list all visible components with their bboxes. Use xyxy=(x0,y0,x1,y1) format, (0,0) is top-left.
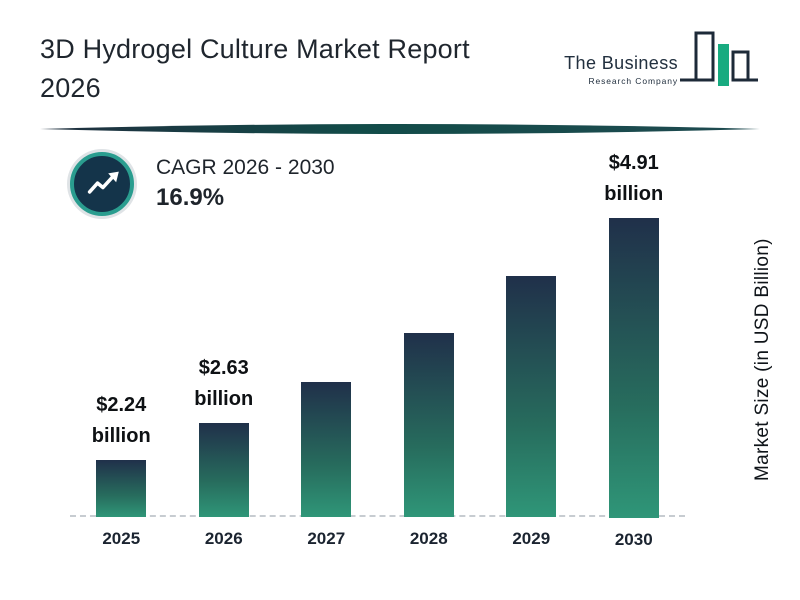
x-axis-label: 2027 xyxy=(307,529,346,548)
cagr-circle xyxy=(70,152,134,216)
bar-column: 2027 xyxy=(275,148,378,553)
x-axis-label: 2030 xyxy=(614,529,653,549)
bar xyxy=(608,218,659,518)
page-title-line2: 2026 xyxy=(40,73,101,104)
cagr-badge: CAGR 2026 - 2030 16.9% xyxy=(70,152,335,216)
bar-columns: $2.24 billion 2025 $2.63 billion 2026 2027 2028… xyxy=(70,148,685,553)
trend-up-icon xyxy=(87,171,119,194)
bar-column: $2.24 billion 2025 xyxy=(70,148,173,553)
bar xyxy=(301,382,352,517)
x-axis-label: 2026 xyxy=(204,529,243,548)
chart-baseline xyxy=(70,515,685,517)
company-subname: Research Company xyxy=(588,76,678,86)
bar-chart-logo-icon xyxy=(680,31,758,86)
bar-column: 2029 xyxy=(480,148,583,553)
cagr-label: CAGR 2026 - 2030 xyxy=(156,156,335,179)
bar-chart: $2.24 billion 2025 $2.63 billion 2026 2027 2028… xyxy=(70,148,685,553)
section-divider xyxy=(40,124,760,134)
bar-column: $2.63 billion 2026 xyxy=(173,148,276,553)
company-name: The Business xyxy=(564,53,678,74)
y-axis-label: Market Size (in USD Billion) xyxy=(752,238,773,482)
bar xyxy=(198,423,249,517)
company-logo-text: The Business Research Company xyxy=(564,53,678,86)
bar xyxy=(96,460,147,517)
cagr-text: CAGR 2026 - 2030 16.9% xyxy=(156,156,335,212)
x-axis-label: 2029 xyxy=(512,529,551,548)
page-title-line1: 3D Hydrogel Culture Market Report xyxy=(40,34,470,64)
bar xyxy=(506,276,557,517)
cagr-value: 16.9% xyxy=(156,184,225,211)
page-title: 3D Hydrogel Culture Market Report 2026 xyxy=(40,30,510,108)
bar xyxy=(403,333,454,517)
bar-column: 2028 xyxy=(378,148,481,553)
bar-value-label: $2.63 billion xyxy=(194,357,254,410)
bar-value-label: $2.24 billion xyxy=(91,394,151,447)
bar-column: $4.91 billion 2030 xyxy=(583,148,686,553)
x-axis-label: 2028 xyxy=(409,529,448,548)
bar-value-label: $4.91 billion xyxy=(604,152,664,205)
x-axis-label: 2025 xyxy=(102,529,141,548)
company-logo: The Business Research Company xyxy=(564,30,760,96)
